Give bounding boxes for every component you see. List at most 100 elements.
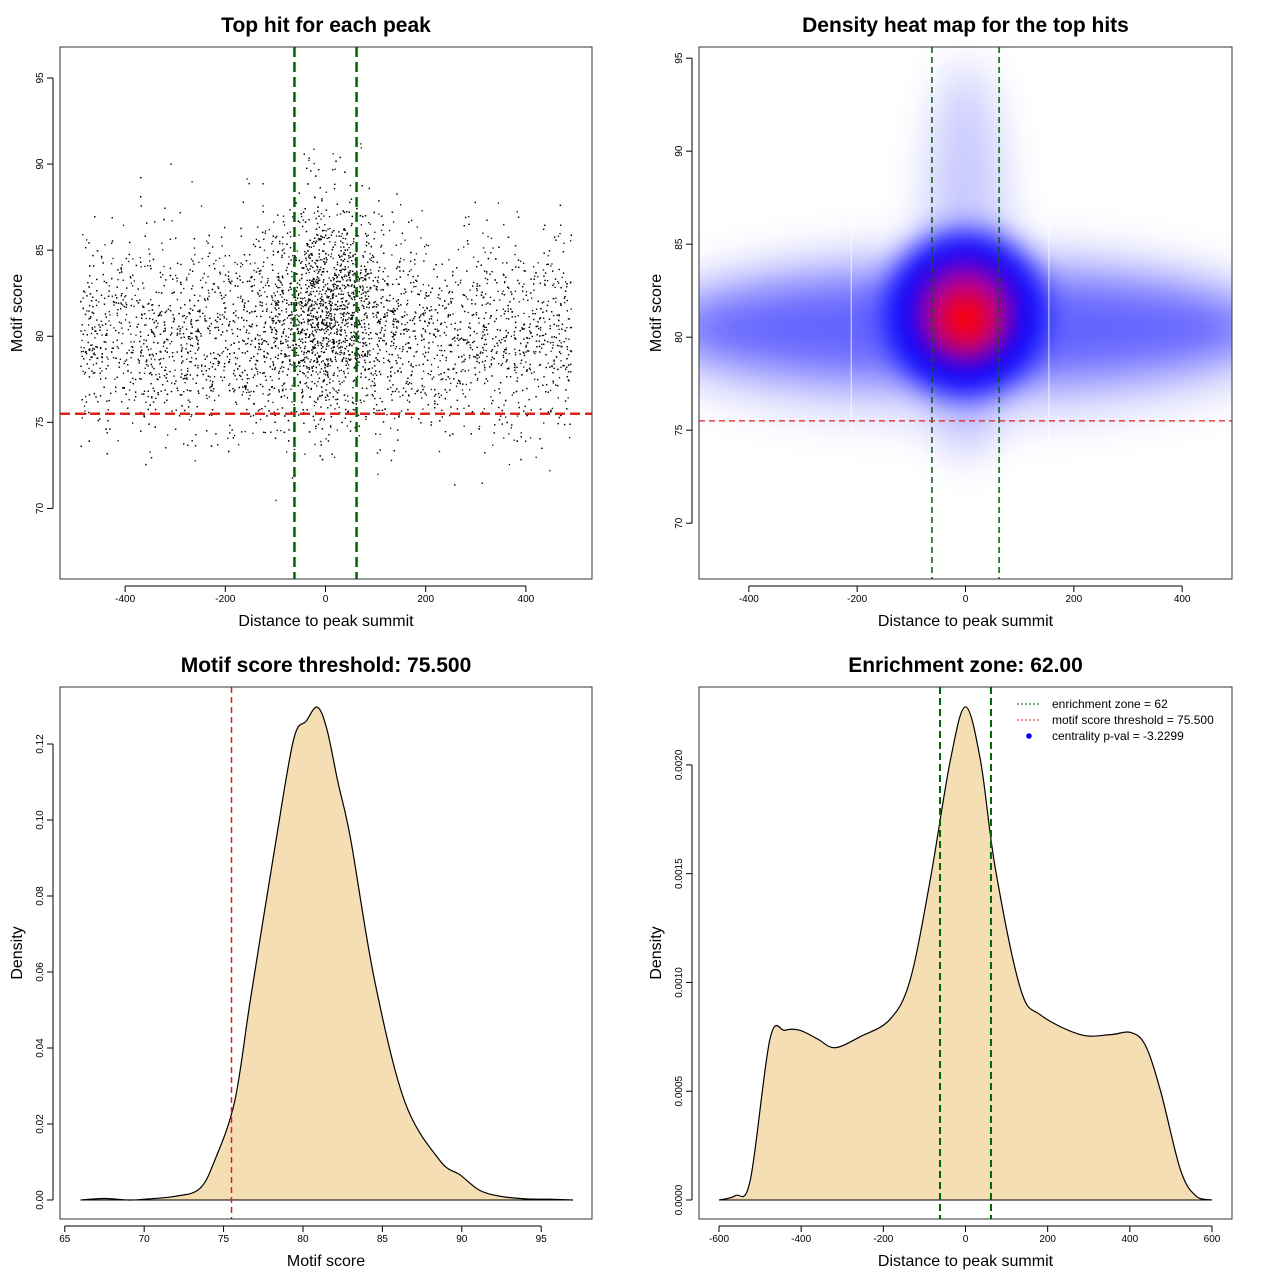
scatter-point: [352, 397, 354, 399]
scatter-point: [315, 317, 317, 320]
scatter-point: [447, 314, 450, 316]
scatter-point: [546, 263, 548, 266]
scatter-point: [478, 425, 481, 428]
scatter-point: [541, 334, 544, 337]
scatter-point: [90, 344, 92, 346]
scatter-point: [330, 307, 332, 309]
scatter-point: [557, 280, 559, 283]
scatter-point: [469, 344, 471, 346]
scatter-point: [406, 314, 408, 316]
scatter-point: [327, 287, 329, 289]
scatter-point: [514, 253, 516, 256]
scatter-point: [332, 380, 334, 382]
scatter-point: [397, 283, 399, 285]
scatter-point: [215, 326, 217, 329]
scatter-point: [112, 347, 115, 349]
scatter-point: [145, 401, 147, 403]
scatter-point: [454, 484, 456, 486]
scatter-point: [377, 473, 379, 475]
scatter-point: [460, 279, 462, 281]
scatter-point: [220, 236, 223, 238]
scatter-point: [142, 355, 144, 357]
scatter-point: [520, 432, 522, 434]
scatter-point: [197, 342, 199, 344]
scatter-point: [319, 268, 321, 271]
scatter-point: [154, 358, 156, 361]
scatter-point: [341, 359, 343, 361]
scatter-point: [299, 333, 301, 335]
scatter-point: [169, 305, 171, 307]
scatter-point: [312, 341, 314, 343]
scatter-point: [140, 346, 142, 348]
scatter-point: [150, 348, 152, 350]
scatter-point: [140, 352, 142, 354]
scatter-point: [408, 336, 411, 338]
scatter-point: [531, 372, 533, 374]
scatter-point: [551, 407, 553, 410]
scatter-point: [498, 362, 500, 365]
scatter-point: [340, 246, 342, 248]
scatter-point: [372, 316, 375, 318]
scatter-point: [301, 401, 303, 404]
scatter-point: [222, 350, 225, 353]
scatter-point: [321, 309, 323, 312]
scatter-point: [223, 302, 225, 305]
scatter-point: [365, 332, 367, 334]
scatter-point: [320, 329, 322, 331]
scatter-point: [520, 260, 522, 262]
scatter-point: [315, 263, 317, 265]
scatter-point: [228, 384, 230, 387]
scatter-point: [154, 221, 156, 223]
scatter-point: [325, 330, 328, 333]
scatter-point: [193, 263, 195, 265]
scatter-point: [284, 353, 286, 355]
scatter-point: [553, 363, 555, 365]
scatter-point: [310, 284, 312, 286]
scatter-point: [278, 391, 280, 393]
scatter-point: [312, 279, 314, 281]
scatter-point: [419, 316, 421, 318]
scatter-point: [110, 392, 112, 395]
scatter-point: [82, 307, 84, 309]
scatter-point: [313, 404, 316, 407]
scatter-point: [446, 285, 448, 287]
scatter-point: [159, 363, 161, 365]
scatter-point: [254, 337, 257, 339]
scatter-point: [539, 335, 541, 337]
scatter-point: [313, 346, 315, 348]
scatter-point: [471, 349, 474, 351]
scatter-point: [522, 298, 525, 300]
scatter-point: [264, 323, 266, 325]
scatter-point: [394, 334, 396, 336]
scatter-point: [306, 279, 308, 282]
scatter-point: [523, 312, 525, 315]
scatter-point: [90, 316, 92, 318]
scatter-point: [308, 271, 310, 274]
scatter-point: [221, 379, 224, 382]
scatter-point: [228, 255, 231, 257]
scatter-point: [372, 261, 374, 263]
scatter-point: [117, 309, 119, 311]
scatter-point: [273, 342, 275, 344]
scatter-point: [191, 332, 193, 335]
scatter-point: [483, 349, 485, 351]
scatter-point: [320, 395, 322, 397]
scatter-point: [329, 340, 331, 342]
scatter-point: [308, 159, 310, 162]
scatter-point: [209, 386, 211, 389]
scatter-point: [348, 273, 350, 275]
scatter-point: [300, 287, 302, 289]
scatter-point: [375, 332, 377, 335]
scatter-point: [259, 335, 261, 337]
scatter-point: [428, 295, 430, 297]
scatter-point: [404, 328, 406, 330]
scatter-point: [475, 314, 478, 316]
scatter-point: [399, 261, 401, 264]
scatter-point: [332, 153, 334, 155]
scatter-point: [502, 262, 504, 264]
scatter-point: [132, 258, 134, 260]
scatter-point: [354, 427, 356, 429]
scatter-point: [207, 327, 209, 329]
scatter-point: [310, 319, 312, 321]
scatter-point: [563, 242, 565, 244]
